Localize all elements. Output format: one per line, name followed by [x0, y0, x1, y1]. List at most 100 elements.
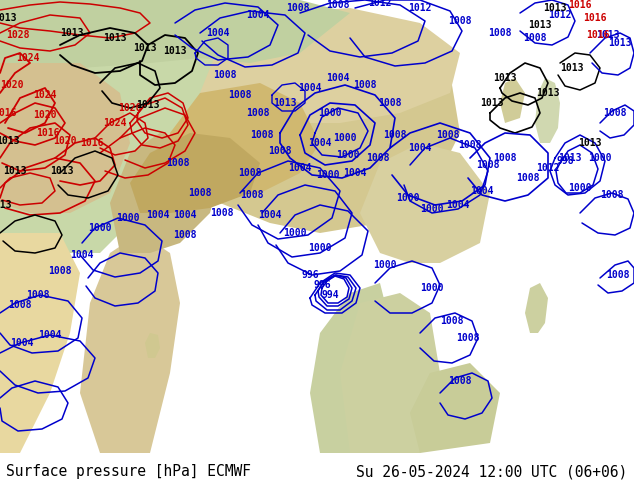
Text: 1013: 1013: [133, 43, 157, 53]
Text: 1008: 1008: [166, 158, 190, 168]
Polygon shape: [110, 133, 220, 253]
Text: 1004: 1004: [173, 210, 197, 220]
Text: 1013: 1013: [596, 30, 620, 40]
Text: 1008: 1008: [488, 28, 512, 38]
Text: 1008: 1008: [173, 230, 197, 240]
Polygon shape: [200, 8, 460, 123]
Text: 1013: 1013: [60, 28, 84, 38]
Text: 1020: 1020: [119, 103, 142, 113]
Text: 1013: 1013: [480, 98, 504, 108]
Text: 1004: 1004: [446, 200, 470, 210]
Text: 1000: 1000: [88, 223, 112, 233]
Text: 1008: 1008: [436, 130, 460, 140]
Polygon shape: [0, 0, 350, 73]
Text: 1008: 1008: [603, 108, 627, 118]
Text: 998: 998: [556, 156, 574, 166]
Text: 1000: 1000: [373, 260, 397, 270]
Text: 1020: 1020: [53, 136, 77, 146]
Text: 1008: 1008: [378, 98, 402, 108]
Polygon shape: [0, 63, 130, 213]
Text: 1004: 1004: [298, 83, 321, 93]
Text: 1000: 1000: [283, 228, 307, 238]
Text: 1008: 1008: [366, 153, 390, 163]
Text: 1004: 1004: [258, 210, 281, 220]
Text: 1004: 1004: [408, 143, 432, 153]
Polygon shape: [200, 23, 460, 233]
Polygon shape: [535, 78, 560, 143]
Text: 1016: 1016: [568, 0, 592, 10]
Text: 1008: 1008: [458, 140, 482, 150]
Text: 1016: 1016: [36, 128, 60, 138]
Text: 1008: 1008: [240, 190, 264, 200]
Polygon shape: [170, 83, 320, 193]
Text: 1000: 1000: [308, 243, 332, 253]
Text: 1008: 1008: [440, 316, 463, 326]
Text: 1000: 1000: [588, 153, 612, 163]
Polygon shape: [340, 293, 440, 453]
Polygon shape: [310, 283, 390, 453]
Polygon shape: [525, 283, 548, 333]
Text: 1008: 1008: [48, 266, 72, 276]
Text: 1000: 1000: [333, 133, 357, 143]
Text: 1013: 1013: [536, 88, 560, 98]
Text: 1004: 1004: [308, 138, 332, 148]
Text: 1013: 1013: [136, 100, 160, 110]
Text: 1008: 1008: [516, 173, 540, 183]
Text: 996: 996: [313, 280, 331, 290]
Text: 1008: 1008: [210, 208, 234, 218]
Text: 1013: 1013: [559, 153, 582, 163]
Text: 1008: 1008: [600, 190, 624, 200]
Polygon shape: [360, 143, 490, 263]
Text: 1013: 1013: [0, 13, 16, 23]
Text: 1013: 1013: [103, 33, 127, 43]
Text: 1013: 1013: [578, 138, 602, 148]
Text: 1004: 1004: [38, 330, 61, 340]
Text: 1004: 1004: [246, 10, 269, 20]
Text: 1008: 1008: [246, 108, 269, 118]
Text: 1012: 1012: [368, 0, 392, 8]
Text: 1028: 1028: [6, 30, 30, 40]
Text: 1004: 1004: [206, 28, 230, 38]
Text: 1000: 1000: [420, 204, 444, 214]
Text: 1012: 1012: [536, 163, 560, 173]
Text: 1008: 1008: [8, 300, 32, 310]
Text: Surface pressure [hPa] ECMWF: Surface pressure [hPa] ECMWF: [6, 464, 251, 479]
Text: 1024: 1024: [103, 118, 127, 128]
Text: 1008: 1008: [353, 80, 377, 90]
Polygon shape: [500, 78, 525, 123]
Text: 1000: 1000: [316, 170, 340, 180]
Text: Su 26-05-2024 12:00 UTC (06+06): Su 26-05-2024 12:00 UTC (06+06): [356, 464, 628, 479]
Text: 1024: 1024: [33, 90, 57, 100]
Text: 1016: 1016: [586, 30, 610, 40]
Text: 1004: 1004: [343, 168, 366, 178]
Text: 1016: 1016: [81, 138, 104, 148]
Text: 1000: 1000: [396, 193, 420, 203]
Polygon shape: [80, 233, 180, 453]
Text: 1008: 1008: [383, 130, 407, 140]
Text: 1008: 1008: [327, 0, 350, 10]
Text: 1013: 1013: [50, 166, 74, 176]
Text: 1008: 1008: [238, 168, 262, 178]
Text: 1004: 1004: [327, 73, 350, 83]
Text: 1004: 1004: [288, 163, 312, 173]
Text: 1008: 1008: [493, 153, 517, 163]
Text: 1004: 1004: [70, 250, 94, 260]
Text: 1020: 1020: [0, 80, 23, 90]
Text: 1013: 1013: [543, 3, 567, 13]
Text: 996: 996: [301, 270, 319, 280]
Text: 1013: 1013: [163, 46, 187, 56]
Polygon shape: [145, 333, 160, 358]
Text: 1008: 1008: [268, 146, 292, 156]
Text: 1013: 1013: [560, 63, 584, 73]
Text: 1000: 1000: [116, 213, 139, 223]
Text: 1008: 1008: [250, 130, 274, 140]
Text: 1013: 1013: [0, 200, 12, 210]
Text: 1000: 1000: [318, 108, 342, 118]
Text: 1008: 1008: [456, 333, 480, 343]
Text: 1024: 1024: [16, 53, 40, 63]
Text: 1008: 1008: [26, 290, 49, 300]
Text: 1000: 1000: [420, 283, 444, 293]
Polygon shape: [410, 363, 500, 453]
Text: 1000: 1000: [336, 150, 359, 160]
Text: 994: 994: [321, 290, 339, 300]
